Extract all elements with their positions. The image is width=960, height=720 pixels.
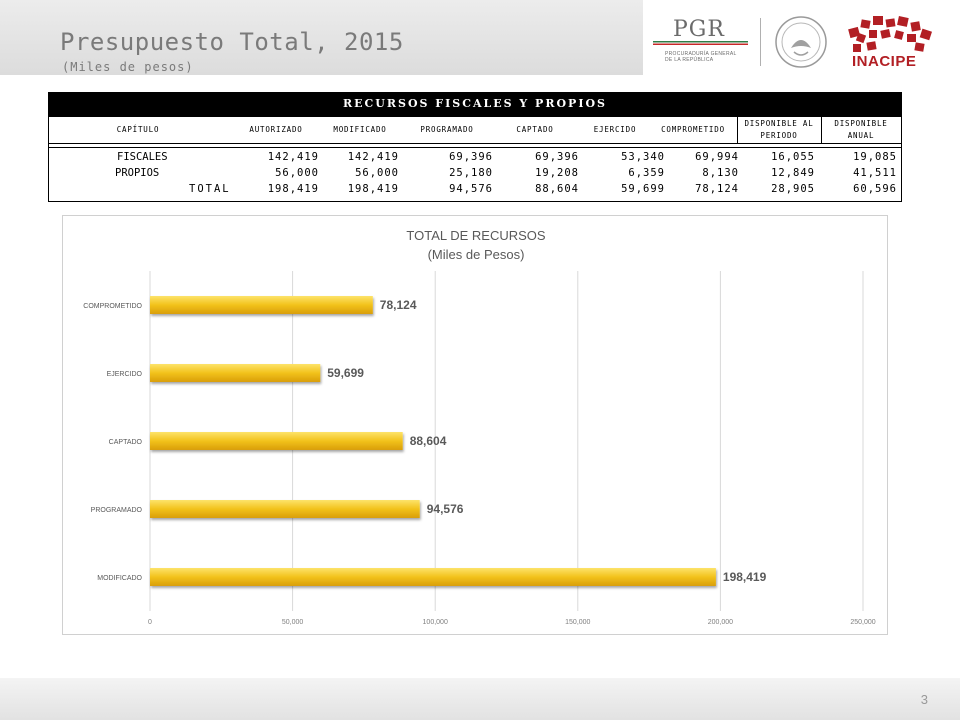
page-number: 3: [920, 692, 928, 707]
pgr-stripes-icon: [653, 41, 748, 45]
chart-title: TOTAL DE RECURSOS: [406, 228, 546, 243]
cell-ejercido: 59,699: [621, 183, 665, 195]
x-tick-label: 250,000: [850, 619, 875, 626]
table-row-propios: PROPIOS 56,000 56,000 25,180 19,208 6,35…: [49, 165, 901, 181]
cell-disponible-anual: 19,085: [853, 151, 897, 163]
pgr-logo-text: PGR: [673, 17, 725, 42]
cell-modificado: 142,419: [347, 151, 399, 163]
cell-programado: 94,576: [449, 183, 493, 195]
row-label: FISCALES: [117, 151, 168, 163]
data-label: 88,604: [410, 434, 447, 448]
bar: [150, 500, 420, 518]
cell-disponible-anual: 60,596: [853, 183, 897, 195]
header-divider: [821, 117, 822, 143]
x-tick-label: 100,000: [423, 619, 448, 626]
table-title: RECURSOS FISCALES Y PROPIOS: [49, 93, 901, 117]
cell-disponible-periodo: 28,905: [771, 183, 815, 195]
category-label: CAPTADO: [109, 439, 143, 446]
cell-disponible-periodo: 12,849: [771, 167, 815, 179]
header-rule: [49, 143, 901, 148]
cell-captado: 69,396: [535, 151, 579, 163]
cell-programado: 69,396: [449, 151, 493, 163]
inacipe-logo-text: INACIPE: [852, 53, 917, 70]
category-label: EJERCIDO: [107, 371, 143, 378]
cell-autorizado: 56,000: [275, 167, 319, 179]
column-header-programado: PROGRAMADO: [420, 125, 474, 134]
slide-title: Presupuesto Total, 2015: [60, 28, 404, 56]
cell-comprometido: 78,124: [695, 183, 739, 195]
column-header-disponible-periodo: DISPONIBLE AL PERIODO: [744, 119, 814, 140]
budget-table: RECURSOS FISCALES Y PROPIOS CAPÍTULO AUT…: [48, 92, 902, 202]
column-header-captado: CAPTADO: [516, 125, 554, 134]
cell-disponible-anual: 41,511: [853, 167, 897, 179]
table-right-border: [901, 117, 902, 201]
column-header-autorizado: AUTORIZADO: [249, 125, 303, 134]
column-header-disponible-anual: DISPONIBLE ANUAL: [834, 119, 888, 140]
x-tick-label: 0: [148, 619, 152, 626]
category-label: PROGRAMADO: [91, 507, 143, 514]
cell-autorizado: 198,419: [267, 183, 319, 195]
cell-modificado: 198,419: [347, 183, 399, 195]
data-label: 78,124: [380, 298, 417, 312]
bar: [150, 364, 321, 382]
row-label: TOTAL: [189, 183, 231, 195]
cell-captado: 88,604: [535, 183, 579, 195]
cell-comprometido: 69,994: [695, 151, 739, 163]
cell-programado: 25,180: [449, 167, 493, 179]
column-header-capitulo: CAPÍTULO: [116, 125, 160, 134]
column-header-ejercido: EJERCIDO: [593, 125, 637, 134]
data-label: 94,576: [427, 502, 464, 516]
logo-divider: [760, 18, 761, 66]
data-label: 59,699: [327, 366, 364, 380]
chart-subtitle: (Miles de Pesos): [428, 247, 525, 262]
header-divider: [737, 117, 738, 143]
mexico-seal-icon: [775, 16, 827, 68]
chart-panel: TOTAL DE RECURSOS (Miles de Pesos) 0 50,000…: [62, 215, 888, 635]
cell-ejercido: 6,359: [628, 167, 665, 179]
x-tick-label: 150,000: [565, 619, 590, 626]
column-header-comprometido: COMPROMETIDO: [661, 125, 725, 134]
slide-subtitle: (Miles de pesos): [62, 60, 194, 74]
pgr-logo-subtext: PROCURADURÍA GENERAL DE LA REPÚBLICA: [665, 51, 737, 63]
cell-autorizado: 142,419: [267, 151, 319, 163]
pgr-logo: PGR PROCURADURÍA GENERAL DE LA REPÚBLICA: [645, 15, 755, 70]
bar: [150, 432, 403, 450]
data-label: 198,419: [723, 570, 767, 584]
inacipe-emblem-icon: [848, 16, 932, 52]
cell-captado: 19,208: [535, 167, 579, 179]
cell-modificado: 56,000: [355, 167, 399, 179]
x-tick-label: 200,000: [708, 619, 733, 626]
table-row-fiscales: FISCALES 142,419 142,419 69,396 69,396 5…: [49, 149, 901, 165]
category-label: MODIFICADO: [97, 575, 142, 582]
cell-disponible-periodo: 16,055: [771, 151, 815, 163]
footer-bar: 3: [0, 678, 960, 720]
x-tick-label: 50,000: [282, 619, 304, 626]
bar: [150, 568, 716, 586]
bar-chart: TOTAL DE RECURSOS (Miles de Pesos) 0 50,000…: [83, 228, 875, 626]
bar: [150, 296, 373, 314]
column-header-modificado: MODIFICADO: [333, 125, 387, 134]
header-band: [0, 0, 643, 75]
cell-ejercido: 53,340: [621, 151, 665, 163]
table-row-total: TOTAL 198,419 198,419 94,576 88,604 59,6…: [49, 181, 901, 197]
cell-comprometido: 8,130: [702, 167, 739, 179]
category-label: COMPROMETIDO: [83, 303, 142, 310]
row-label: PROPIOS: [115, 167, 160, 179]
